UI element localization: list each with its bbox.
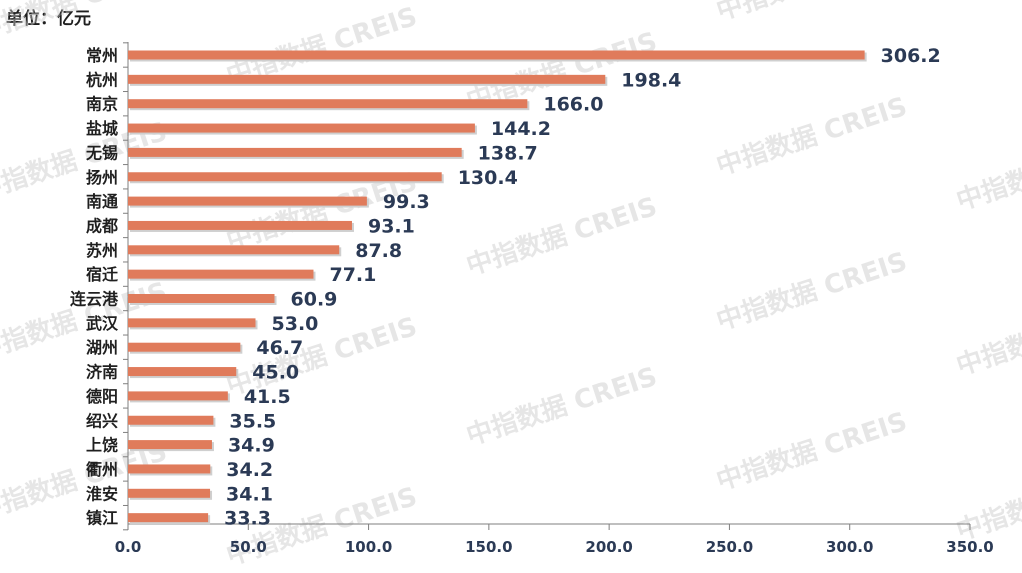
data-label: 35.5 xyxy=(229,410,276,432)
watermark-text: 中指数据 CREIS xyxy=(953,292,1022,382)
bar xyxy=(128,147,462,157)
data-label: 93.1 xyxy=(368,215,415,237)
bar xyxy=(128,513,209,523)
data-label: 144.2 xyxy=(491,118,551,140)
bar xyxy=(128,294,275,303)
bar xyxy=(128,342,241,352)
category-label: 绍兴 xyxy=(86,411,118,430)
unit-label: 单位：亿元 xyxy=(6,9,91,29)
x-tick-label: 200.0 xyxy=(585,538,632,556)
category-label: 镇江 xyxy=(86,509,118,528)
data-label: 130.4 xyxy=(458,167,518,189)
watermark-text: 中指数据 CREIS xyxy=(0,0,171,47)
label-layer: 常州 306.2 杭州 198.4 南京 166.0 盐城 144.2 无锡 138.7 扬州 130… xyxy=(70,45,941,530)
category-label: 淮安 xyxy=(86,484,118,503)
x-tick-label: 350.0 xyxy=(946,538,993,556)
category-label: 无锡 xyxy=(85,143,118,162)
watermark-text: 中指数据 CREIS xyxy=(463,192,661,282)
category-label: 盐城 xyxy=(86,119,118,138)
data-label: 198.4 xyxy=(621,69,681,91)
bar xyxy=(128,74,606,84)
bar xyxy=(128,391,228,401)
category-label: 衢州 xyxy=(86,460,118,479)
data-label: 53.0 xyxy=(272,313,319,335)
category-label: 南通 xyxy=(86,192,118,211)
bar xyxy=(128,488,211,498)
data-label: 45.0 xyxy=(252,362,299,384)
bar xyxy=(128,415,214,425)
data-label: 306.2 xyxy=(881,45,941,67)
watermark-text: 中指数据 CREIS xyxy=(953,457,1022,547)
category-label: 连云港 xyxy=(70,290,119,309)
watermark-text: 中指数据 CREIS xyxy=(713,247,911,337)
bar xyxy=(128,318,256,328)
bar-layer xyxy=(128,50,867,525)
bar xyxy=(128,172,442,182)
x-tick-label: 0.0 xyxy=(115,538,142,556)
watermark-text: 中指数据 CREIS xyxy=(713,0,911,27)
bar xyxy=(128,50,865,60)
data-label: 34.1 xyxy=(226,483,273,505)
category-label: 济南 xyxy=(86,363,118,382)
category-label: 常州 xyxy=(86,46,118,65)
data-label: 33.3 xyxy=(224,508,271,530)
bar xyxy=(128,269,314,279)
x-tick-label: 150.0 xyxy=(465,538,512,556)
bar xyxy=(128,196,367,206)
data-label: 41.5 xyxy=(244,386,291,408)
data-label: 46.7 xyxy=(256,337,303,359)
category-label: 武汉 xyxy=(86,314,119,333)
data-label: 60.9 xyxy=(291,289,338,311)
data-label: 166.0 xyxy=(543,94,603,116)
bar xyxy=(128,464,211,474)
watermark-text: 中指数据 CREIS xyxy=(953,127,1022,217)
data-label: 138.7 xyxy=(478,142,538,164)
bar xyxy=(128,123,475,133)
category-label: 杭州 xyxy=(86,70,118,89)
data-label: 99.3 xyxy=(383,191,430,213)
category-label: 成都 xyxy=(86,216,118,235)
x-tick-label: 250.0 xyxy=(706,538,753,556)
data-label: 87.8 xyxy=(355,240,402,262)
data-label: 34.2 xyxy=(226,459,273,481)
x-tick-label: 300.0 xyxy=(826,538,873,556)
bar xyxy=(128,245,340,255)
category-label: 德阳 xyxy=(86,387,118,406)
category-label: 上饶 xyxy=(86,436,118,455)
bar xyxy=(128,99,528,109)
bar xyxy=(128,367,237,377)
category-label: 苏州 xyxy=(86,241,118,260)
data-label: 77.1 xyxy=(329,264,376,286)
category-label: 南京 xyxy=(86,95,118,114)
category-label: 湖州 xyxy=(86,338,118,357)
axis-layer: 0.0 50.0 100.0 150.0 200.0 250.0 300.0 350.0 xyxy=(115,42,994,556)
watermark-text: 中指数据 CREIS xyxy=(713,92,911,182)
bar xyxy=(128,440,212,450)
watermark-text: 中指数据 CREIS xyxy=(713,407,911,497)
x-tick-label: 100.0 xyxy=(345,538,392,556)
category-label: 扬州 xyxy=(86,168,118,187)
category-label: 宿迁 xyxy=(86,265,118,284)
data-label: 34.9 xyxy=(228,435,275,457)
bar xyxy=(128,220,352,230)
x-tick-label: 50.0 xyxy=(230,538,267,556)
watermark-text: 中指数据 CREIS xyxy=(463,362,661,452)
